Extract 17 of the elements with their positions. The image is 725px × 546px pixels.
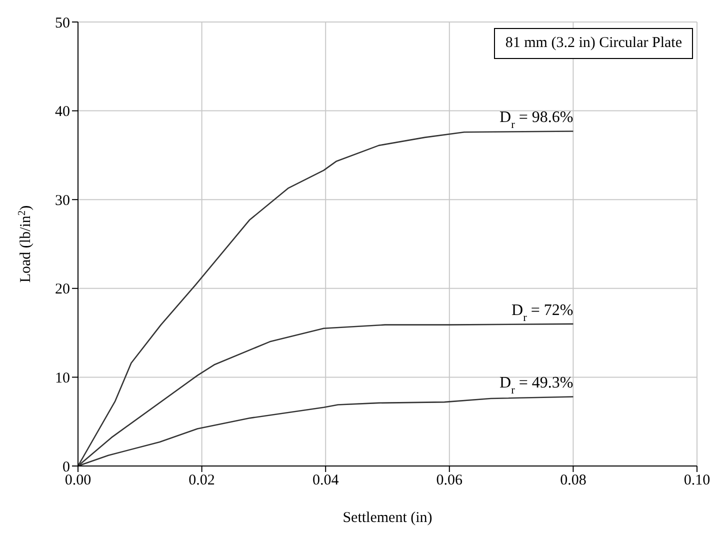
x-tick-label: 0.00 <box>64 472 92 489</box>
y-tick-label: 30 <box>55 192 70 209</box>
series-label: D$_{r}$ = 49.3% <box>500 374 574 397</box>
x-axis-title: Settlement (in) <box>342 510 432 526</box>
y-tick-label: 0 <box>62 459 70 476</box>
x-tick-label: 0.10 <box>684 472 710 489</box>
x-tick-label: 0.08 <box>560 472 586 489</box>
y-tick-label: 50 <box>55 15 70 32</box>
x-tick-label: 0.06 <box>436 472 464 489</box>
series-label: D$_{r}$ = 72% <box>512 302 574 324</box>
x-tick-label: 0.04 <box>312 472 340 489</box>
y-tick-label: 20 <box>55 282 70 298</box>
annotation: 81 mm (3.2 in) Circular Plate <box>494 28 693 59</box>
y-tick-label: 40 <box>55 104 70 120</box>
series-label: D$_{r}$ = 98.6% <box>500 109 574 132</box>
x-tick-label: 0.02 <box>188 472 215 489</box>
y-tick-label: 10 <box>55 370 70 387</box>
